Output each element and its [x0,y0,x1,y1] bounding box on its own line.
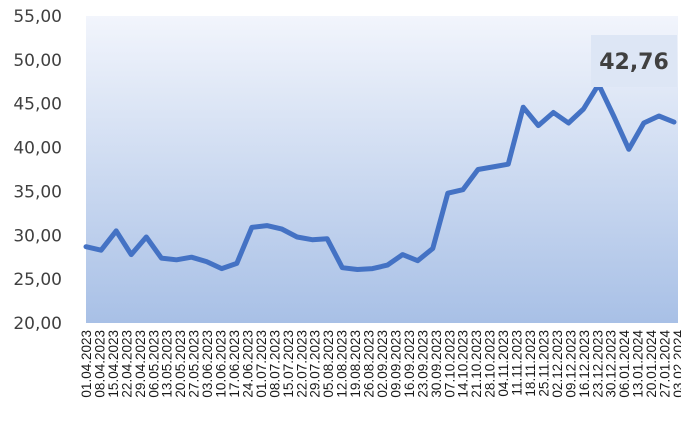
x-tick-label: 15.07.2023 [281,330,296,398]
x-tick-label: 14.10.2023 [456,330,471,398]
y-tick-label: 20,00 [13,314,62,334]
x-tick-label: 09.09.2023 [389,330,404,398]
x-tick-label: 15.04.2023 [106,330,121,398]
y-tick-label: 40,00 [13,139,62,159]
x-tick-label: 16.12.2023 [577,330,592,398]
x-tick-label: 26.08.2023 [362,330,377,398]
x-tick-label: 23.12.2023 [590,330,605,398]
x-tick-label: 29.04.2023 [133,330,148,398]
y-tick-label: 55,00 [13,7,62,27]
x-tick-label: 11.11.2023 [510,330,525,396]
callout-box [591,35,677,87]
x-tick-label: 20.01.2024 [644,330,659,398]
x-tick-label: 27.01.2024 [658,330,673,398]
x-tick-label: 25.11.2023 [537,330,552,397]
x-tick-label: 09.12.2023 [563,330,578,398]
x-tick-label: 01.04.2023 [79,330,94,398]
x-tick-label: 01.07.2023 [254,330,269,398]
x-tick-label: 24.06.2023 [241,330,256,398]
x-tick-label: 19.08.2023 [348,330,363,398]
x-tick-label: 16.09.2023 [402,330,417,398]
x-tick-label: 10.06.2023 [214,330,229,398]
y-tick-label: 25,00 [13,270,62,290]
x-tick-label: 02.09.2023 [375,330,390,398]
x-tick-label: 23.09.2023 [415,330,430,398]
x-tick-label: 05.08.2023 [321,330,336,398]
y-tick-label: 45,00 [13,95,62,115]
x-tick-label: 08.07.2023 [267,330,282,398]
x-axis: 01.04.202308.04.202315.04.202322.04.2023… [79,330,681,398]
x-tick-label: 03.06.2023 [200,330,215,398]
x-tick-label: 04.11.2023 [496,330,511,397]
x-tick-label: 30.09.2023 [429,330,444,398]
x-tick-label: 22.07.2023 [294,330,309,398]
x-tick-label: 20.05.2023 [173,330,188,398]
last-value-callout: 42,76 [591,35,677,87]
last-value-label: 42,76 [599,50,669,75]
x-tick-label: 21.10.2023 [469,330,484,398]
y-tick-label: 35,00 [13,182,62,202]
x-tick-label: 30.12.2023 [604,330,619,398]
price-line [83,81,677,272]
x-tick-label: 28.10.2023 [483,330,498,398]
y-tick-label: 50,00 [13,51,62,71]
x-tick-label: 18.11.2023 [523,330,538,397]
x-tick-label: 12.08.2023 [335,330,350,398]
x-tick-label: 08.04.2023 [93,330,108,398]
plot-area [86,16,678,323]
x-tick-label: 03.02.2024 [671,330,681,398]
x-tick-label: 17.06.2023 [227,330,242,398]
x-tick-label: 06.05.2023 [146,330,161,398]
x-tick-label: 13.01.2024 [631,330,646,398]
y-tick-label: 30,00 [13,226,62,246]
x-tick-label: 06.01.2024 [617,330,632,398]
x-tick-label: 27.05.2023 [187,330,202,398]
x-tick-label: 07.10.2023 [442,330,457,398]
y-axis: 20,00 25,00 30,00 35,00 40,00 45,00 50,00 55,00 [13,7,62,334]
x-tick-label: 22.04.2023 [119,330,134,398]
x-tick-label: 13.05.2023 [160,330,175,398]
x-tick-label: 29.07.2023 [308,330,323,398]
x-tick-label: 02.12.2023 [550,330,565,398]
